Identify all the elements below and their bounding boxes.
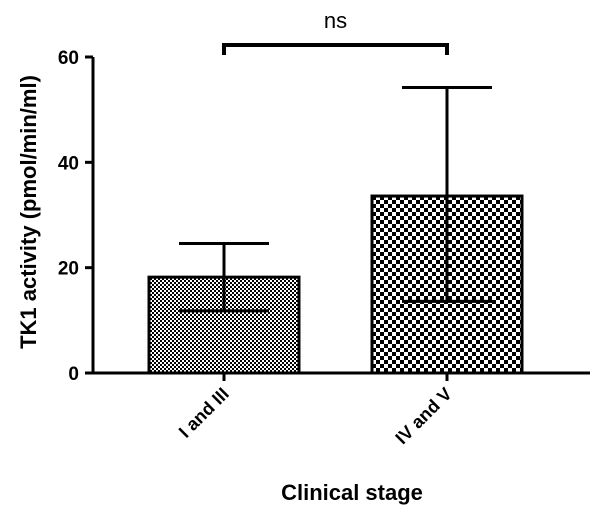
significance-label: ns — [324, 8, 347, 33]
y-tick-label: 60 — [58, 48, 79, 69]
y-tick-label: 0 — [68, 364, 79, 385]
y-axis-title: TK1 activity (pmol/min/ml) — [16, 75, 41, 349]
y-tick-label: 20 — [58, 259, 79, 280]
x-tick-label: I and III — [175, 384, 233, 442]
significance-bracket — [222, 43, 449, 55]
y-tick-label: 40 — [58, 153, 79, 174]
x-tick-label: IV and V — [391, 384, 455, 448]
x-axis-title: Clinical stage — [281, 480, 423, 505]
